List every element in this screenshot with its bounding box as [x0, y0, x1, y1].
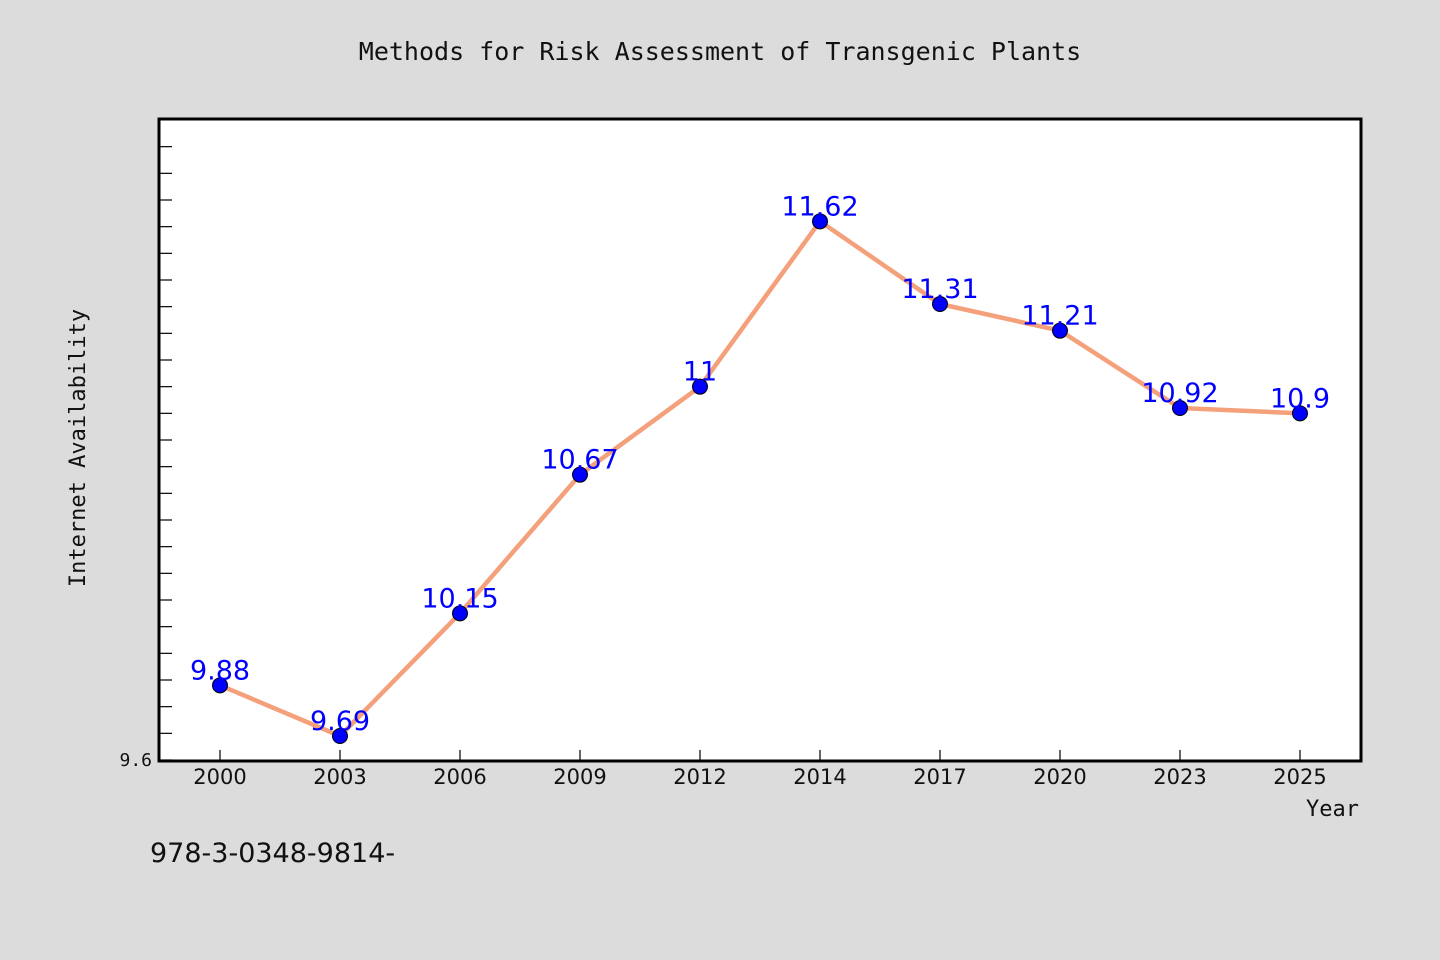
x-tick-label: 2025	[1273, 765, 1326, 789]
data-label: 11.62	[781, 191, 858, 222]
data-point	[692, 378, 708, 395]
x-axis-ticks: 2000 2003 2006 2009 2012 2014 2017 2020 2023 2025	[193, 750, 1327, 789]
x-axis-label: Year	[1306, 797, 1359, 822]
footnote-text: 978-3-0348-9814-	[150, 838, 395, 869]
data-label: 10.9	[1270, 383, 1330, 414]
y-axis-label: Internet Availability	[66, 309, 91, 587]
x-tick-label: 2014	[793, 765, 846, 789]
data-point	[812, 213, 828, 230]
data-label: 11.31	[901, 274, 978, 305]
chart-title: Methods for Risk Assessment of Transgeni…	[359, 37, 1081, 66]
x-tick-label: 2003	[313, 765, 366, 789]
data-point	[332, 728, 348, 744]
data-label: 9.88	[190, 655, 250, 686]
data-point	[572, 466, 588, 483]
x-tick-label: 2000	[193, 765, 246, 789]
data-label: 11.21	[1021, 301, 1098, 332]
data-point	[1052, 322, 1068, 339]
series-group: 9.88 9.69 10.15 10.67 11 11.62 11.31 11.21 10.92…	[190, 191, 1330, 744]
data-point	[212, 677, 228, 694]
data-point	[932, 296, 948, 312]
data-label: 9.69	[310, 706, 370, 737]
x-tick-label: 2006	[433, 765, 486, 789]
data-point	[1292, 405, 1308, 422]
data-label: 10.92	[1141, 378, 1218, 409]
plot-area	[157, 117, 1363, 763]
data-label: 10.15	[421, 583, 498, 614]
series-line	[217, 219, 1303, 739]
x-tick-label: 2009	[553, 765, 606, 789]
x-tick-label: 2023	[1153, 765, 1206, 789]
data-label: 10.67	[541, 445, 618, 476]
x-tick-label: 2012	[673, 765, 726, 789]
x-tick-label: 2017	[913, 765, 966, 789]
y-tick-label: 9.6	[119, 750, 152, 771]
x-tick-label: 2020	[1033, 765, 1086, 789]
data-label: 11	[683, 357, 717, 388]
data-point	[1172, 400, 1188, 416]
data-point	[452, 605, 468, 622]
y-axis-ticks: 9.6	[119, 146, 172, 771]
